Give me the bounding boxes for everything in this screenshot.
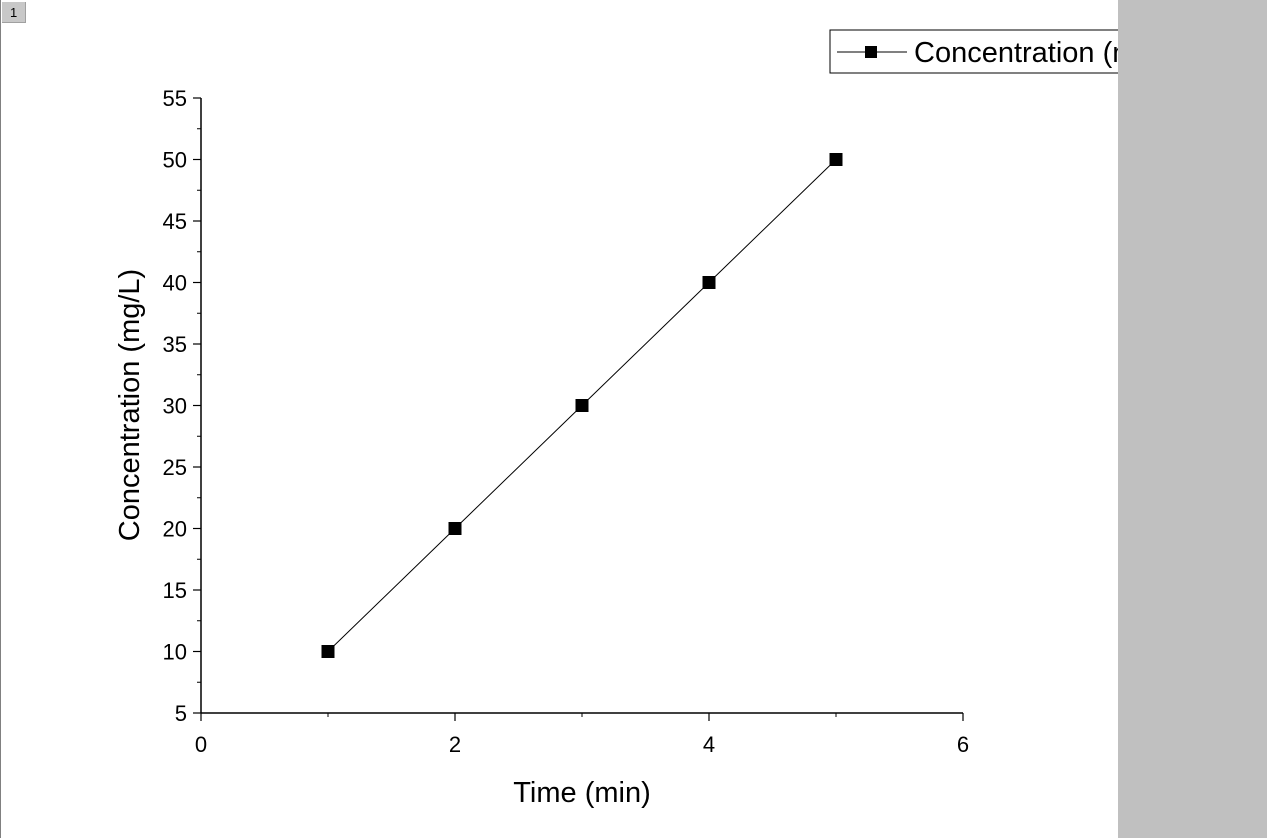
data-point[interactable] xyxy=(321,645,335,658)
y-tick-label: 35 xyxy=(163,332,187,357)
data-point[interactable] xyxy=(575,399,589,412)
series xyxy=(321,153,843,658)
y-tick-label: 50 xyxy=(163,148,187,173)
x-tick-label: 0 xyxy=(195,732,207,757)
y-axis-ticks: 5 10 15 20 25 30 35 40 45 50 55 xyxy=(163,86,201,726)
data-point[interactable] xyxy=(829,153,843,166)
x-tick-label: 4 xyxy=(703,732,715,757)
x-tick-label: 2 xyxy=(449,732,461,757)
workspace-background xyxy=(1118,0,1267,838)
graph-page xyxy=(0,0,1,838)
y-axis-label: Concentration (mg/L) xyxy=(114,269,146,541)
legend[interactable]: Concentration (mg/L) xyxy=(829,29,1118,74)
x-axis-label: Time (min) xyxy=(513,777,650,809)
layer-tab[interactable]: 1 xyxy=(2,2,26,23)
y-tick-label: 45 xyxy=(163,209,187,234)
legend-label: Concentration (mg/L) xyxy=(914,37,1118,69)
y-tick-label: 25 xyxy=(163,455,187,480)
y-tick-label: 20 xyxy=(163,517,187,542)
legend-marker-icon xyxy=(865,46,877,58)
y-tick-label: 10 xyxy=(163,640,187,665)
y-tick-label: 15 xyxy=(163,578,187,603)
data-point[interactable] xyxy=(702,276,716,289)
y-tick-label: 30 xyxy=(163,394,187,419)
y-tick-label: 5 xyxy=(175,701,187,726)
x-axis-ticks: 0 2 4 6 xyxy=(195,713,969,757)
y-tick-label: 55 xyxy=(163,86,187,111)
chart: 5 10 15 20 25 30 35 40 45 50 55 0 2 4 6 Time (min) Co… xyxy=(114,29,1118,809)
x-tick-label: 6 xyxy=(957,732,969,757)
y-tick-label: 40 xyxy=(163,271,187,296)
data-point[interactable] xyxy=(448,522,462,535)
